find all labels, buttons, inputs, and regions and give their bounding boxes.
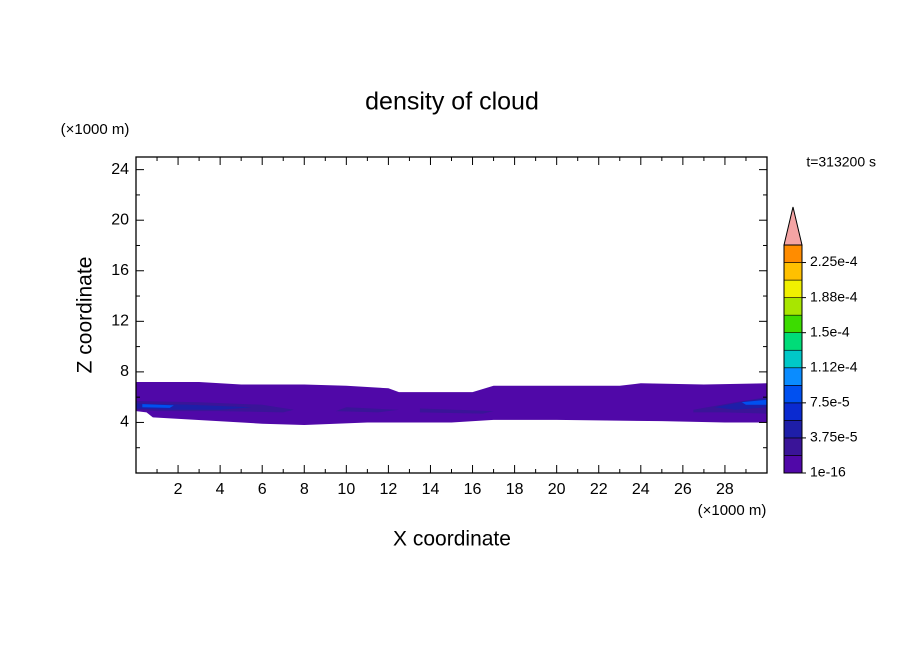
x-axis-label: X coordinate [393, 528, 511, 551]
contour-region [136, 381, 767, 425]
colorbar-band [783, 402, 803, 421]
x-tick-label: 24 [632, 481, 650, 498]
colorbar-frame [783, 244, 803, 474]
contour-region [142, 404, 174, 408]
colorbar-band [783, 420, 803, 439]
colorbar-band [783, 437, 803, 456]
colorbar-band [783, 367, 803, 386]
x-tick-label: 22 [590, 481, 608, 498]
x-tick-label: 8 [300, 481, 309, 498]
y-tick-label: 16 [111, 262, 129, 279]
colorbar-tick-label: 1e-16 [810, 464, 846, 480]
x-tick-label: 10 [337, 481, 355, 498]
time-annotation: t=313200 s [806, 154, 876, 170]
colorbar-band [783, 385, 803, 404]
colorbar-tick-label: 1.5e-4 [810, 323, 850, 339]
y-tick-label: 24 [111, 161, 129, 178]
colorbar-band [783, 332, 803, 351]
x-tick-label: 20 [548, 481, 566, 498]
contour-region [335, 407, 399, 413]
x-tick-label: 28 [716, 481, 734, 498]
colorbar-band [783, 297, 803, 316]
x-tick-label: 26 [674, 481, 692, 498]
y-tick-label: 20 [111, 211, 129, 228]
y-unit: (×1000 m) [61, 121, 130, 138]
colorbar-tick-label: 1.12e-4 [810, 358, 858, 374]
x-tick-label: 16 [464, 481, 482, 498]
x-tick-label: 6 [258, 481, 267, 498]
x-tick-label: 14 [422, 481, 440, 498]
x-tick-label: 12 [380, 481, 398, 498]
contour-region [419, 408, 494, 414]
y-tick-label: 8 [120, 363, 129, 380]
x-tick-label: 2 [174, 481, 183, 498]
colorbar-tick-label: 7.5e-5 [810, 394, 850, 410]
colorbar-band [783, 262, 803, 281]
colorbar-tick-label: 3.75e-5 [810, 429, 858, 445]
x-tick-label: 4 [216, 481, 225, 498]
colorbar-band [783, 314, 803, 333]
y-tick-label: 12 [111, 313, 129, 330]
colorbar-band [783, 349, 803, 369]
chart-title: density of cloud [365, 88, 539, 116]
colorbar-band [783, 244, 803, 263]
colorbar-tick-label: 1.88e-4 [810, 288, 858, 304]
contour-region [741, 399, 767, 405]
colorbar-tick-label: 2.25e-4 [810, 253, 858, 269]
y-axis-label: Z coordinate [74, 257, 97, 374]
x-unit: (×1000 m) [698, 502, 767, 519]
colorbar-band [783, 279, 803, 298]
y-tick-label: 4 [120, 414, 129, 431]
x-tick-label: 18 [506, 481, 524, 498]
colorbar-band [783, 455, 803, 474]
